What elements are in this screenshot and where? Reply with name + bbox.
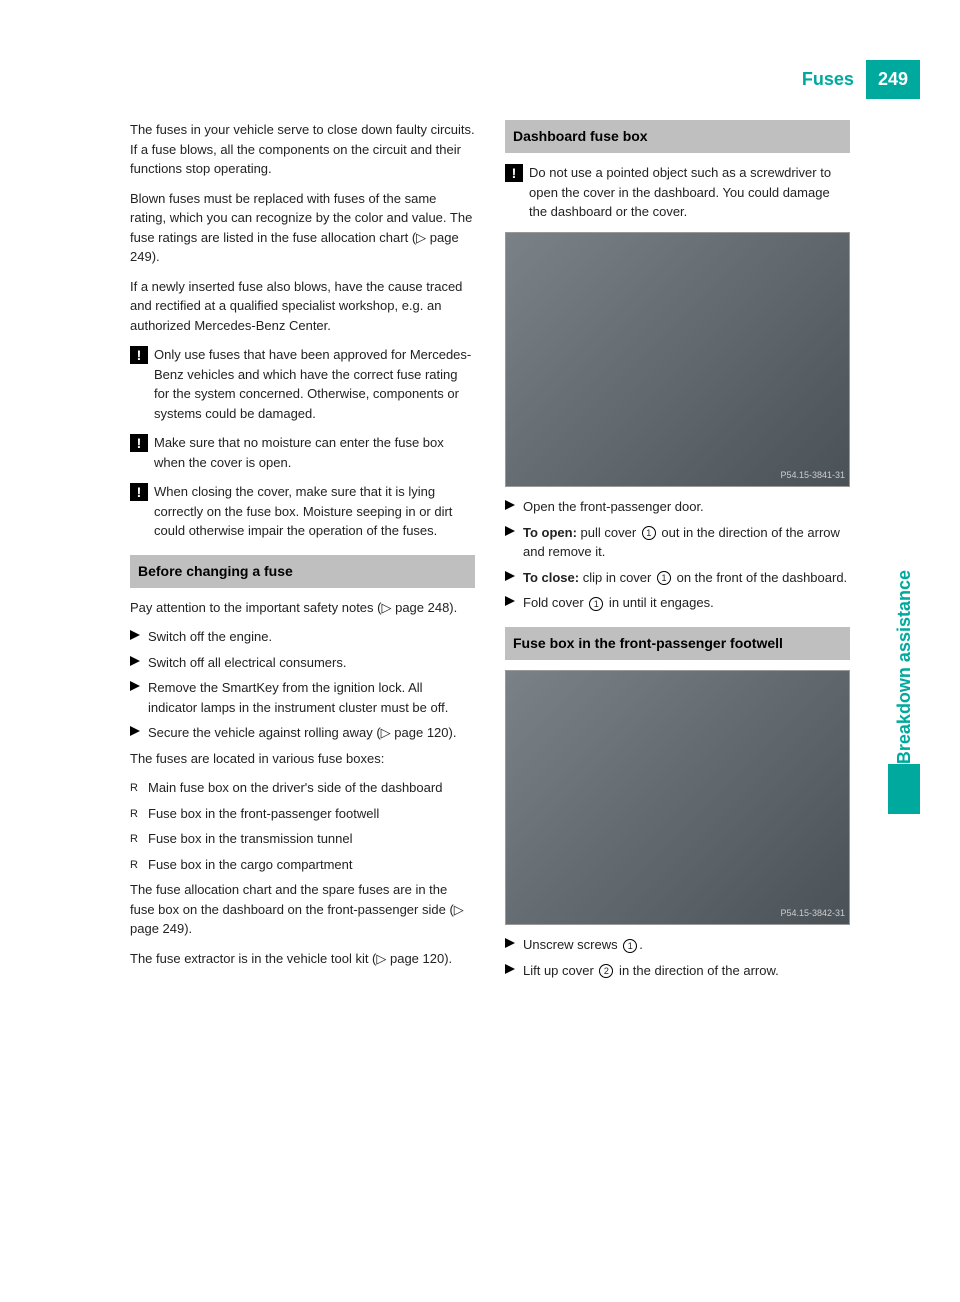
step-text: Open the front-passenger door. <box>523 497 850 517</box>
notice-item: ! Do not use a pointed object such as a … <box>505 163 850 222</box>
warning-icon: ! <box>130 434 148 452</box>
intro-paragraph-3: If a newly inserted fuse also blows, hav… <box>130 277 475 336</box>
step-item: Remove the SmartKey from the ignition lo… <box>130 678 475 717</box>
side-tab-block <box>888 764 920 814</box>
notice-text: Only use fuses that have been approved f… <box>154 345 475 423</box>
warning-icon: ! <box>130 483 148 501</box>
notice-text: When closing the cover, make sure that i… <box>154 482 475 541</box>
intro-paragraph-2: Blown fuses must be replaced with fuses … <box>130 189 475 267</box>
arrow-icon <box>130 630 144 647</box>
notice-text: Make sure that no moisture can enter the… <box>154 433 475 472</box>
arrow-icon <box>130 656 144 673</box>
arrow-icon <box>130 681 144 717</box>
arrow-icon <box>130 726 144 743</box>
step-text: Switch off the engine. <box>148 627 475 647</box>
step-item: Fold cover 1 in until it engages. <box>505 593 850 613</box>
right-column: Dashboard fuse box ! Do not use a pointe… <box>505 120 850 986</box>
notice-item: ! Make sure that no moisture can enter t… <box>130 433 475 472</box>
notice-text: Do not use a pointed object such as a sc… <box>529 163 850 222</box>
bullet-text: Fuse box in the front-passenger footwell <box>148 804 475 824</box>
bullet-r-icon: R <box>130 780 144 794</box>
before-text-3: The fuse allocation chart and the spare … <box>130 880 475 939</box>
notice-item: ! Only use fuses that have been approved… <box>130 345 475 423</box>
footwell-fuse-image <box>505 670 850 926</box>
bullet-r-icon: R <box>130 806 144 820</box>
arrow-icon <box>505 596 519 613</box>
step-item: Switch off all electrical consumers. <box>130 653 475 673</box>
before-text-1: Pay attention to the important safety no… <box>130 598 475 618</box>
step-text: Remove the SmartKey from the ignition lo… <box>148 678 475 717</box>
step-text: To open: pull cover 1 out in the directi… <box>523 523 850 562</box>
arrow-icon <box>505 500 519 517</box>
step-text: Switch off all electrical consumers. <box>148 653 475 673</box>
step-item: To open: pull cover 1 out in the directi… <box>505 523 850 562</box>
step-text: Fold cover 1 in until it engages. <box>523 593 850 613</box>
arrow-icon <box>505 964 519 981</box>
warning-icon: ! <box>130 346 148 364</box>
section-heading-dashboard: Dashboard fuse box <box>505 120 850 153</box>
step-item: Switch off the engine. <box>130 627 475 647</box>
step-item: Unscrew screws 1. <box>505 935 850 955</box>
bullet-text: Main fuse box on the driver's side of th… <box>148 778 475 798</box>
bullet-text: Fuse box in the cargo compartment <box>148 855 475 875</box>
bullet-r-icon: R <box>130 857 144 871</box>
before-text-4: The fuse extractor is in the vehicle too… <box>130 949 475 969</box>
bullet-item: R Main fuse box on the driver's side of … <box>130 778 475 798</box>
bullet-r-icon: R <box>130 831 144 845</box>
section-heading-before: Before changing a fuse <box>130 555 475 588</box>
left-column: The fuses in your vehicle serve to close… <box>130 120 475 986</box>
notice-item: ! When closing the cover, make sure that… <box>130 482 475 541</box>
section-heading-footwell: Fuse box in the front-passenger footwell <box>505 627 850 660</box>
step-item: Open the front-passenger door. <box>505 497 850 517</box>
bullet-item: R Fuse box in the transmission tunnel <box>130 829 475 849</box>
bullet-item: R Fuse box in the cargo compartment <box>130 855 475 875</box>
side-tab-label: Breakdown assistance <box>891 560 918 764</box>
before-text-2: The fuses are located in various fuse bo… <box>130 749 475 769</box>
step-text: Secure the vehicle against rolling away … <box>148 723 475 743</box>
page-number: 249 <box>866 60 920 99</box>
bullet-item: R Fuse box in the front-passenger footwe… <box>130 804 475 824</box>
step-item: To close: clip in cover 1 on the front o… <box>505 568 850 588</box>
warning-icon: ! <box>505 164 523 182</box>
step-item: Secure the vehicle against rolling away … <box>130 723 475 743</box>
step-item: Lift up cover 2 in the direction of the … <box>505 961 850 981</box>
step-text: Unscrew screws 1. <box>523 935 850 955</box>
bullet-text: Fuse box in the transmission tunnel <box>148 829 475 849</box>
arrow-icon <box>505 938 519 955</box>
arrow-icon <box>505 571 519 588</box>
step-text: To close: clip in cover 1 on the front o… <box>523 568 850 588</box>
step-text: Lift up cover 2 in the direction of the … <box>523 961 850 981</box>
arrow-icon <box>505 526 519 562</box>
header-title: Fuses <box>790 60 866 99</box>
intro-paragraph-1: The fuses in your vehicle serve to close… <box>130 120 475 179</box>
dashboard-fuse-image <box>505 232 850 488</box>
